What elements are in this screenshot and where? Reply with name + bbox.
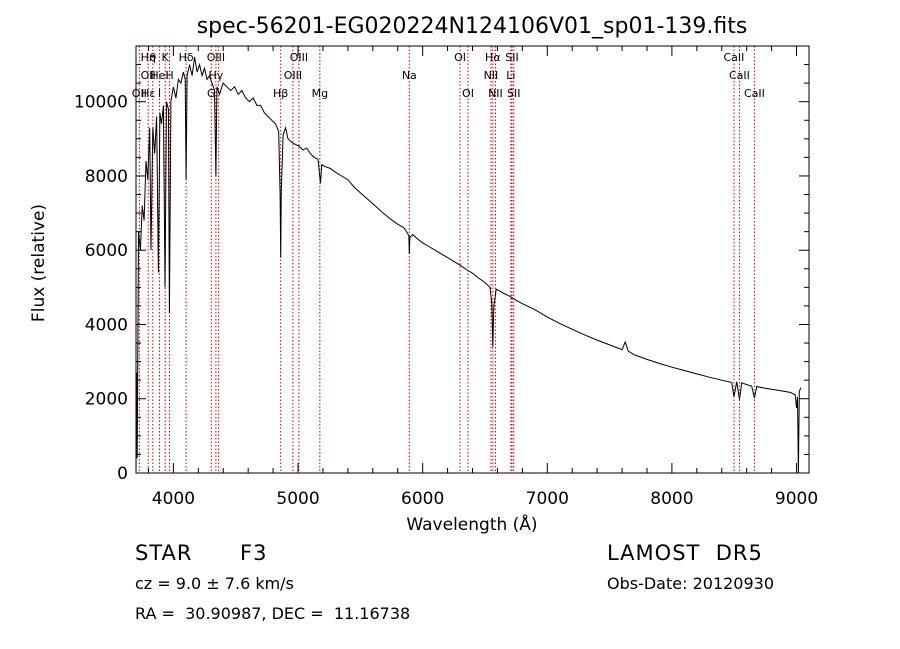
- marker-label: Hε: [141, 87, 155, 100]
- marker-label: OIII: [207, 51, 225, 64]
- survey-name: LAMOST DR5: [607, 541, 763, 565]
- marker-label: Hδ: [179, 51, 194, 64]
- spectral-line-labels: OIIHηOIIHεθHeIIKHHδGOIIIHγHβOIIIOIIIMgNa…: [132, 51, 765, 100]
- marker-label: CaII: [729, 69, 750, 82]
- marker-label: CaII: [724, 51, 745, 64]
- x-axis-label: Wavelength (Å): [406, 513, 537, 535]
- x-axis-ticks: 4000 5000 6000 7000 8000 9000: [147, 46, 818, 509]
- coordinates: RA = 30.90987, DEC = 11.16738: [135, 604, 411, 623]
- marker-label: SII: [507, 87, 520, 100]
- marker-label: OIII: [284, 69, 302, 82]
- marker-label: NII: [484, 69, 499, 82]
- observation-date: Obs-Date: 20120930: [607, 574, 775, 593]
- x-tick-label: 9000: [775, 489, 818, 509]
- plot-frame: [135, 45, 810, 474]
- marker-label: K: [162, 51, 170, 64]
- marker-label: Hη: [141, 51, 156, 64]
- marker-label: OI: [454, 51, 466, 64]
- marker-label: Na: [402, 69, 417, 82]
- marker-label: Hγ: [208, 69, 223, 82]
- marker-label: Hα: [485, 51, 501, 64]
- y-tick-label: 2000: [85, 390, 128, 410]
- marker-label: Mg: [312, 87, 328, 100]
- x-tick-label: 6000: [401, 489, 444, 509]
- marker-label: CaII: [744, 87, 765, 100]
- y-tick-label: 0: [117, 464, 128, 484]
- x-tick-label: 4000: [152, 489, 195, 509]
- marker-label: Li: [506, 69, 515, 82]
- y-tick-label: 6000: [85, 241, 128, 261]
- marker-label: NII: [488, 87, 503, 100]
- object-subclass: F3: [240, 541, 268, 565]
- spectrum-series-line: [135, 57, 802, 474]
- x-tick-label: 7000: [526, 489, 569, 509]
- y-axis-ticks: 0 2000 4000 6000 8000 10000: [74, 45, 809, 484]
- marker-label: θ: [149, 51, 156, 64]
- y-axis-label: Flux (relative): [29, 204, 49, 322]
- marker-label: G: [207, 87, 216, 100]
- marker-label: Hβ: [273, 87, 288, 100]
- marker-label: OII: [141, 69, 156, 82]
- marker-label: I: [158, 87, 161, 100]
- marker-label: H: [165, 69, 173, 82]
- marker-label: OIII: [290, 51, 308, 64]
- marker-label: SII: [505, 51, 518, 64]
- marker-label: HeI: [150, 69, 168, 82]
- marker-label: OI: [462, 87, 474, 100]
- spectral-line-markers: [138, 46, 755, 473]
- redshift-velocity: cz = 9.0 ± 7.6 km/s: [135, 574, 294, 593]
- y-tick-label: 10000: [74, 93, 128, 113]
- object-class: STAR: [135, 541, 193, 565]
- chart-title: spec-56201-EG020224N124106V01_sp01-139.f…: [197, 14, 748, 39]
- y-tick-label: 8000: [85, 167, 128, 187]
- y-tick-label: 4000: [85, 315, 128, 335]
- x-tick-label: 5000: [276, 489, 319, 509]
- x-tick-label: 8000: [650, 489, 693, 509]
